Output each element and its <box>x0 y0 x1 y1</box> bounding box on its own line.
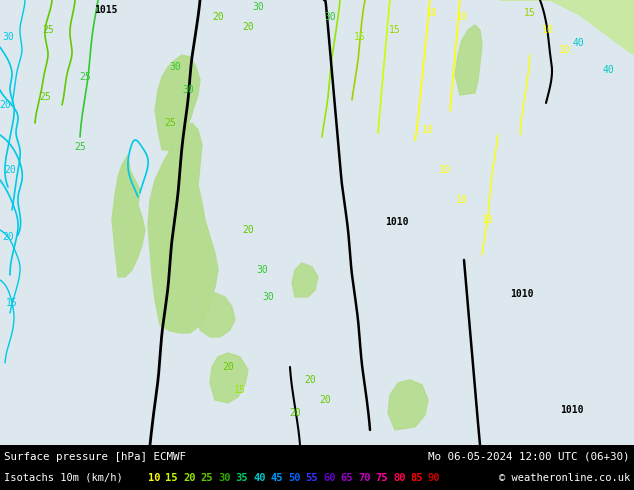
Text: 30: 30 <box>256 265 268 275</box>
Text: Mo 06-05-2024 12:00 UTC (06+30): Mo 06-05-2024 12:00 UTC (06+30) <box>429 452 630 462</box>
Text: 15: 15 <box>389 25 401 35</box>
Text: 25: 25 <box>42 25 54 35</box>
Text: 10: 10 <box>542 25 554 35</box>
Text: 20: 20 <box>304 375 316 385</box>
Text: 25: 25 <box>164 118 176 128</box>
Text: 20: 20 <box>242 22 254 32</box>
Text: 1015: 1015 <box>94 5 117 15</box>
Text: 45: 45 <box>271 473 283 483</box>
Text: 20: 20 <box>319 395 331 405</box>
Polygon shape <box>155 55 200 150</box>
Text: 40: 40 <box>253 473 266 483</box>
Text: 15: 15 <box>354 32 366 42</box>
Text: 60: 60 <box>323 473 335 483</box>
Text: 20: 20 <box>212 12 224 22</box>
Text: © weatheronline.co.uk: © weatheronline.co.uk <box>499 473 630 483</box>
Text: 15: 15 <box>165 473 178 483</box>
Polygon shape <box>152 245 172 280</box>
Text: 10: 10 <box>422 125 434 135</box>
Text: 70: 70 <box>358 473 370 483</box>
Text: 1010: 1010 <box>560 405 583 415</box>
Text: 15: 15 <box>234 385 246 395</box>
Text: 20: 20 <box>2 232 14 242</box>
Text: 10: 10 <box>426 8 438 18</box>
Text: 30: 30 <box>218 473 231 483</box>
Text: 30: 30 <box>169 62 181 72</box>
Text: Isotachs 10m (km/h): Isotachs 10m (km/h) <box>4 473 123 483</box>
Text: 40: 40 <box>602 65 614 75</box>
Text: 10: 10 <box>148 473 160 483</box>
Text: 10: 10 <box>439 165 451 175</box>
Text: 30: 30 <box>262 292 274 302</box>
Text: 10: 10 <box>456 195 468 205</box>
Polygon shape <box>198 293 235 337</box>
Text: 1010: 1010 <box>385 217 408 227</box>
Polygon shape <box>210 353 248 403</box>
Text: 30: 30 <box>252 2 264 12</box>
Text: 1010: 1010 <box>510 289 533 299</box>
Text: 30: 30 <box>2 32 14 42</box>
Text: 50: 50 <box>288 473 301 483</box>
Text: Surface pressure [hPa] ECMWF: Surface pressure [hPa] ECMWF <box>4 452 186 462</box>
Text: 15: 15 <box>524 8 536 18</box>
Polygon shape <box>292 263 318 297</box>
Text: 10: 10 <box>482 215 494 225</box>
Text: 75: 75 <box>375 473 388 483</box>
Polygon shape <box>455 25 482 95</box>
Text: 20: 20 <box>242 225 254 235</box>
Text: 90: 90 <box>428 473 441 483</box>
Text: 10: 10 <box>456 12 468 22</box>
Text: 20: 20 <box>0 100 11 110</box>
Text: 25: 25 <box>200 473 213 483</box>
Text: 25: 25 <box>79 72 91 82</box>
Text: 10: 10 <box>559 45 571 55</box>
Text: 80: 80 <box>393 473 406 483</box>
Text: 30: 30 <box>182 85 194 95</box>
Polygon shape <box>148 123 218 333</box>
Text: 55: 55 <box>306 473 318 483</box>
Text: 25: 25 <box>39 92 51 102</box>
Text: 85: 85 <box>410 473 423 483</box>
Polygon shape <box>388 380 428 430</box>
Text: 40: 40 <box>572 38 584 48</box>
Text: 20: 20 <box>289 408 301 418</box>
Text: 25: 25 <box>74 142 86 152</box>
Text: 20: 20 <box>222 362 234 372</box>
Polygon shape <box>500 0 634 55</box>
Text: 65: 65 <box>340 473 353 483</box>
Text: 15: 15 <box>6 298 18 308</box>
Text: 20: 20 <box>4 165 16 175</box>
Text: 20: 20 <box>183 473 195 483</box>
Text: 30: 30 <box>324 12 336 22</box>
Polygon shape <box>112 155 145 277</box>
Text: 35: 35 <box>235 473 248 483</box>
